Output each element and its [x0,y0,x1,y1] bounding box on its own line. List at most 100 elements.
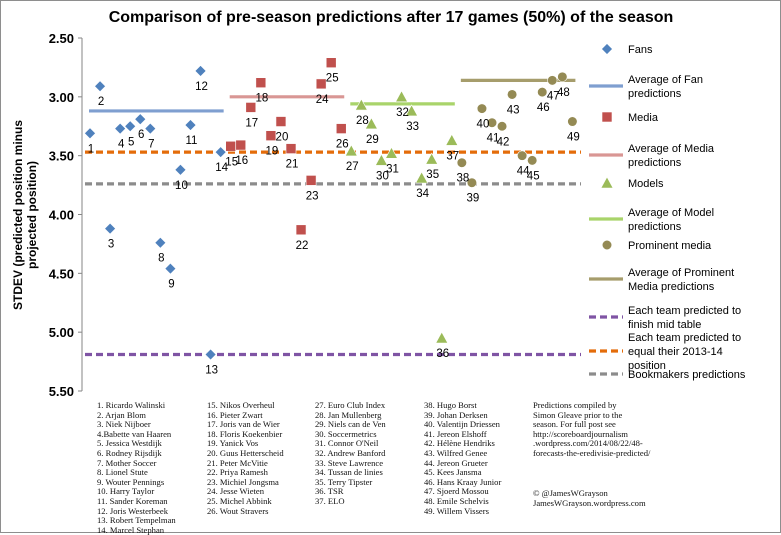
credits-author: © @JamesWGrayson JamesWGrayson.wordpress… [533,488,646,508]
data-point-fans [184,119,197,131]
data-point-prominent-media [517,150,528,161]
legend-item-media: Media [601,111,659,124]
y-tick-label: 4.50 [49,266,74,281]
point-label: 25 [326,73,339,85]
predictor-list-media: 15. Nikos Overheul 16. Pieter Zwart 17. … [207,400,284,516]
data-point-prominent-media [486,117,498,128]
point-label: 23 [306,190,319,202]
diamond-marker-icon [601,43,613,55]
data-point-fans [114,122,127,135]
data-point-prominent-media [567,116,578,127]
data-point-prominent-media [537,87,548,98]
point-label: 36 [436,348,449,360]
legend-item-models: Models [600,176,664,190]
legend-label: Fans [628,44,653,56]
data-point-models [384,146,399,159]
legend-label: Each team predicted to finish mid table [628,305,741,331]
data-point-media [245,102,257,113]
point-label: 37 [446,150,459,162]
legend-item-each-team-predicted-to-finish-mid-table: Each team predicted to finish mid table [589,305,741,331]
data-point-media [295,224,307,236]
point-label: 49 [567,132,580,144]
point-label: 48 [557,87,570,99]
data-point-prominent-media [527,155,538,166]
data-points [84,57,578,361]
point-label: 29 [366,134,379,146]
point-label: 38 [456,173,469,185]
point-label: 5 [128,136,134,148]
y-tick-label: 3.50 [49,149,74,164]
data-point-fans [134,113,147,126]
y-tick-label: 5.50 [49,384,74,399]
legend-item-average-of-media-predictions: Average of Media predictions [589,143,715,169]
point-label: 40 [477,119,490,131]
point-label: 27 [346,161,359,173]
point-label: 8 [158,253,164,265]
triangle-marker-icon [600,176,614,189]
point-label: 19 [266,146,279,158]
predictor-list-fans: 1. Ricardo Walinski 2. Arjan Blom 3. Nie… [97,400,176,535]
point-label: 1 [88,143,94,155]
data-point-media [265,130,277,141]
point-label: 39 [467,193,480,205]
point-label: 22 [296,240,309,252]
data-point-models [435,331,449,344]
data-point-fans [104,222,117,235]
data-point-models [344,144,358,157]
y-tick-label: 2.50 [49,31,74,46]
point-label: 7 [148,139,154,151]
legend-item-average-of-prominent-media-predictions: Average of Prominent Media predictions [589,267,734,293]
data-point-prominent-media [507,89,518,100]
data-point-fans [194,65,207,77]
data-point-models [395,90,409,103]
data-point-prominent-media [456,157,467,168]
legend-item-fans: Fans [601,43,653,56]
point-label: 18 [255,93,268,105]
point-label: 30 [376,170,389,182]
credits-note: Predictions compiled by Simon Gleave pri… [533,400,651,458]
point-label: 9 [168,279,174,291]
legend-label: Average of Model predictions [628,207,714,233]
data-point-fans [84,127,96,140]
point-label: 45 [527,170,540,182]
average-lines [89,78,576,113]
legend-item-each-team-predicted-to-equal-their-2013-14-position: Each team predicted to equal their 2013-1… [589,332,741,372]
point-label: 17 [245,117,258,129]
point-label: 42 [497,136,510,148]
legend-item-bookmakers-predictions: Bookmakers predictions [589,369,746,381]
data-point-fans [154,236,167,249]
data-point-media [235,139,247,151]
legend-label: Average of Prominent Media predictions [628,267,734,293]
point-label: 31 [386,163,399,175]
point-label: 6 [138,129,144,141]
legend-label: Prominent media [628,240,712,252]
legend-label: Average of Media predictions [628,143,715,169]
y-tick-label: 4.00 [49,208,74,223]
data-point-media [255,77,267,89]
point-label: 33 [406,121,419,133]
data-point-prominent-media [476,103,488,114]
data-point-media [285,143,297,154]
legend-item-average-of-fan-predictions: Average of Fan predictions [589,74,703,100]
reference-lines [85,150,581,357]
point-label: 20 [276,132,289,144]
data-point-media [315,78,327,90]
point-label: 16 [235,155,248,167]
point-label: 4 [118,139,125,151]
point-label: 12 [195,81,208,93]
point-label: 47 [547,90,560,102]
data-point-fans [204,348,217,361]
legend-item-prominent-media: Prominent media [601,239,712,252]
legend-label: Bookmakers predictions [628,369,746,381]
legend-label: Media [628,112,659,124]
circle-marker-icon [601,239,613,251]
legend-label: Each team predicted to equal their 2013-1… [628,332,741,372]
point-label: 24 [316,94,329,106]
predictor-list-prominent-media: 38. Hugo Borst 39. Johan Derksen 40. Val… [424,400,502,516]
point-label: 43 [507,104,520,116]
point-label: 14 [215,162,228,174]
data-point-models [364,117,378,130]
point-label: 11 [186,135,198,147]
